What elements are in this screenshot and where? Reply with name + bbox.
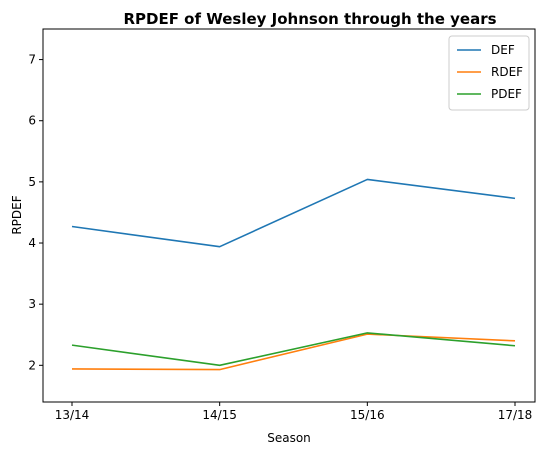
y-tick-label: 3: [28, 297, 36, 311]
legend-box: [448, 35, 530, 111]
y-tick-label: 5: [28, 175, 36, 189]
chart-title: RPDEF of Wesley Johnson through the year…: [123, 10, 496, 28]
plot-frame: [42, 28, 536, 403]
legend-label-def: DEF: [491, 43, 515, 57]
x-tick-label: 17/18: [498, 408, 533, 422]
x-tick-label: 15/16: [350, 408, 385, 422]
y-tick-label: 7: [28, 53, 36, 67]
legend-label-pdef: PDEF: [491, 87, 522, 101]
y-tick-label: 4: [28, 236, 36, 250]
series-line-rdef: [71, 333, 516, 371]
series-line-def: [71, 178, 516, 248]
x-tick-label: 13/14: [55, 408, 90, 422]
legend-label-rdef: RDEF: [491, 65, 523, 79]
x-axis-label: Season: [267, 431, 311, 445]
y-axis: 2 3 4 5 6 7: [28, 53, 43, 372]
legend: DEF RDEF PDEF: [448, 35, 530, 111]
y-axis-label: RPDEF: [10, 195, 24, 234]
y-tick-label: 2: [28, 358, 36, 372]
y-tick-label: 6: [28, 114, 36, 128]
series-layer: [71, 178, 516, 371]
x-tick-label: 14/15: [202, 408, 237, 422]
x-axis: 13/14 14/15 15/16 17/18: [55, 402, 533, 422]
series-line-pdef: [71, 332, 516, 367]
